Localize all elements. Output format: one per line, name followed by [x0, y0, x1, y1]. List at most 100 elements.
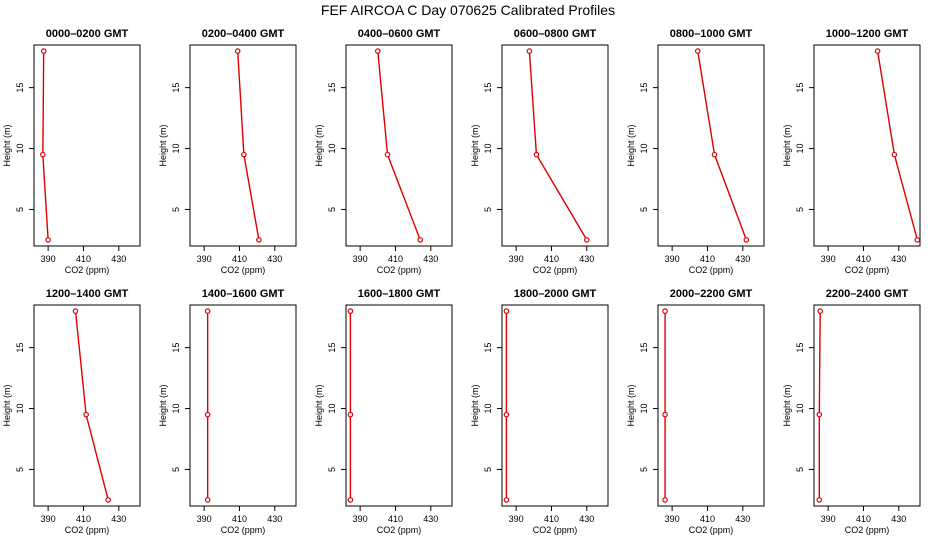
series-line — [528, 51, 588, 241]
plot-frame — [189, 44, 297, 247]
y-tick-label: 5 — [15, 207, 25, 212]
x-tick-label: 430 — [111, 254, 126, 264]
x-tick-label: 430 — [735, 514, 750, 524]
panel-title: 0400–0600 GMT — [358, 28, 441, 40]
y-tick-label: 15 — [483, 343, 493, 353]
x-tick-label: 410 — [856, 254, 871, 264]
series-line — [42, 51, 49, 240]
x-tick-label: 430 — [111, 514, 126, 524]
data-point — [662, 411, 668, 418]
data-point — [384, 151, 391, 158]
data-point — [417, 237, 424, 243]
data-point — [204, 308, 211, 314]
y-tick-label: 15 — [639, 83, 649, 93]
data-point — [256, 237, 262, 243]
x-axis-label: CO2 (ppm) — [377, 265, 422, 275]
data-point — [711, 151, 718, 158]
plot-frame — [813, 44, 921, 247]
x-tick-label: 390 — [197, 514, 212, 524]
series-line — [876, 50, 919, 241]
data-point — [105, 497, 112, 503]
y-tick-label: 10 — [171, 404, 181, 414]
data-point — [662, 308, 668, 314]
data-point — [874, 48, 881, 54]
x-axis-label: CO2 (ppm) — [221, 265, 266, 275]
data-point — [347, 308, 354, 314]
figure-title: FEF AIRCOA C Day 070625 Calibrated Profi… — [320, 2, 616, 18]
x-tick-label: 390 — [353, 254, 368, 264]
data-point — [816, 411, 823, 418]
panel-title: 0000–0200 GMT — [46, 28, 129, 40]
y-tick-label: 10 — [639, 144, 649, 154]
plot-frame — [501, 304, 609, 507]
y-tick-label: 10 — [483, 144, 493, 154]
x-tick-label: 430 — [267, 254, 282, 264]
y-tick-label: 15 — [171, 343, 181, 353]
plot-frame — [813, 304, 921, 507]
x-tick-label: 410 — [76, 514, 91, 524]
data-point — [234, 48, 241, 54]
y-tick-label: 5 — [15, 467, 25, 472]
x-tick-label: 430 — [267, 514, 282, 524]
data-point — [204, 411, 211, 418]
x-axis-label: CO2 (ppm) — [689, 525, 734, 535]
y-tick-label: 10 — [171, 144, 181, 154]
plot-frame — [345, 304, 453, 507]
y-tick-label: 10 — [795, 144, 805, 154]
data-point — [526, 48, 533, 54]
data-point — [583, 237, 590, 243]
data-point — [45, 237, 51, 243]
y-axis-label: Height (m) — [314, 384, 324, 426]
x-tick-label: 390 — [41, 254, 56, 264]
plot-frame — [345, 44, 453, 247]
data-point — [83, 411, 89, 418]
y-tick-label: 10 — [15, 144, 25, 154]
y-tick-label: 5 — [171, 207, 181, 212]
x-tick-label: 390 — [665, 254, 680, 264]
x-axis-label: CO2 (ppm) — [65, 265, 110, 275]
data-point — [40, 48, 47, 54]
x-tick-label: 430 — [423, 514, 438, 524]
data-point — [662, 497, 668, 503]
x-tick-label: 410 — [544, 254, 559, 264]
y-axis-label: Height (m) — [782, 124, 792, 166]
x-tick-label: 430 — [891, 514, 906, 524]
x-axis-label: CO2 (ppm) — [689, 265, 734, 275]
y-tick-label: 15 — [327, 83, 337, 93]
y-axis-label: Height (m) — [2, 384, 12, 426]
x-tick-label: 430 — [735, 254, 750, 264]
x-axis-label: CO2 (ppm) — [845, 265, 890, 275]
series-line — [818, 311, 821, 500]
data-point — [503, 497, 510, 503]
x-tick-label: 390 — [821, 254, 836, 264]
y-axis-label: Height (m) — [158, 124, 168, 166]
x-tick-label: 410 — [856, 514, 871, 524]
y-tick-label: 10 — [327, 144, 337, 154]
data-point — [694, 48, 701, 54]
data-point — [503, 411, 510, 418]
y-tick-label: 10 — [639, 404, 649, 414]
y-tick-label: 5 — [483, 467, 493, 472]
y-axis-label: Height (m) — [470, 384, 480, 426]
plot-frame — [33, 44, 141, 247]
x-axis-label: CO2 (ppm) — [533, 525, 578, 535]
y-tick-label: 5 — [483, 207, 493, 212]
y-tick-label: 5 — [171, 467, 181, 472]
panel-title: 1600–1800 GMT — [358, 288, 441, 300]
y-axis-label: Height (m) — [782, 384, 792, 426]
y-tick-label: 10 — [327, 404, 337, 414]
y-tick-label: 15 — [171, 83, 181, 93]
y-axis-label: Height (m) — [314, 124, 324, 166]
panel-title: 0600–0800 GMT — [514, 28, 597, 40]
data-point — [914, 237, 921, 243]
data-point — [503, 308, 510, 314]
panel-title: 1400–1600 GMT — [202, 288, 285, 300]
x-tick-label: 390 — [197, 254, 212, 264]
plot-frame — [33, 304, 141, 507]
